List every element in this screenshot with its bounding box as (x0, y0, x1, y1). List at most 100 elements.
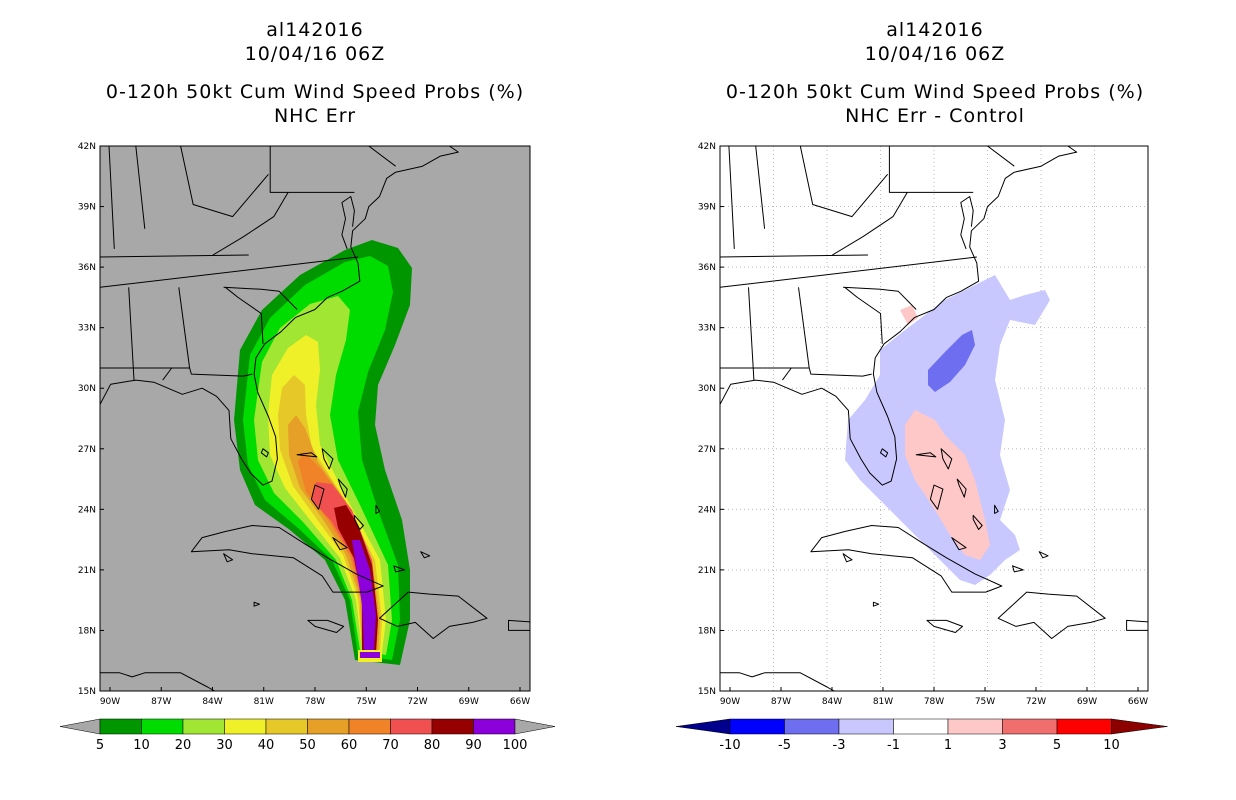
colorbar-swatch (1056, 718, 1112, 735)
state-border (762, 367, 872, 377)
colorbar-label: 20 (175, 738, 192, 753)
state-border (907, 146, 1015, 167)
latitude-label: 36N (698, 263, 716, 273)
colorbar-label: 40 (258, 738, 275, 753)
caribbean-island (420, 551, 431, 559)
longitude-label: 72W (407, 697, 427, 707)
latitude-label: 18N (698, 626, 716, 636)
longitude-label: 72W (1026, 697, 1046, 707)
colorbar-swatch (893, 718, 949, 735)
latitude-label: 30N (698, 384, 716, 394)
colorbar-high-arrow (514, 718, 556, 735)
colorbar-label: 60 (341, 738, 358, 753)
caribbean-island (223, 553, 234, 563)
colorbar-label: -3 (833, 738, 846, 753)
colorbar-label: 5 (96, 738, 104, 753)
caribbean-island (1038, 551, 1049, 559)
colorbar-label: 70 (382, 738, 399, 753)
chesapeake-bay (341, 196, 355, 250)
longitude-label: 81W (873, 697, 893, 707)
right-colorbar: -10 -5 -3 -1 1 3 5 10 (675, 718, 1168, 753)
longitude-label: 75W (975, 697, 995, 707)
diff-blue-region (928, 330, 975, 392)
colorbar-swatch (390, 718, 433, 735)
longitude-label: 75W (356, 697, 376, 707)
colorbar-swatch (838, 718, 894, 735)
caribbean-island (190, 525, 384, 593)
right-axis-labels: 42N 39N 36N 33N 30N 27N 24N 21N 18N 15N 90W 87W 84W 8… (698, 142, 1148, 707)
state-border (288, 146, 396, 167)
caribbean-island (929, 484, 944, 510)
colorbar-swatch (729, 718, 785, 735)
caribbean-island (253, 601, 260, 607)
caribbean-island (1012, 565, 1024, 573)
colorbar-label: 1 (944, 738, 952, 753)
caribbean-island (353, 514, 364, 530)
left-colorbar: 5 10 20 30 40 50 60 70 80 90 100 (59, 718, 556, 753)
colorbar-swatch (784, 718, 840, 735)
caribbean-island (926, 619, 963, 633)
caribbean-island (997, 591, 1106, 639)
longitude-label: 87W (151, 697, 171, 707)
state-border (108, 146, 115, 249)
caribbean-island (307, 619, 345, 633)
right-coastlines (720, 146, 1148, 691)
state-border (128, 287, 135, 381)
state-border (728, 146, 735, 249)
left-probability-map: 42N 39N 36N 33N 30N 27N 24N 21N 18N 15N 90W 87W 84W 8… (59, 142, 556, 753)
longitude-label: 84W (822, 697, 842, 707)
right-datetime: 10/04/16 06Z (864, 43, 1006, 65)
caribbean-island (994, 504, 999, 514)
state-border (720, 256, 977, 288)
latitude-label: 15N (78, 687, 96, 697)
caribbean-island (321, 448, 334, 470)
colorbar-label: 10 (133, 738, 150, 753)
latitude-label: 24N (78, 505, 96, 515)
state-border (798, 287, 810, 369)
left-axis-labels: 42N 39N 36N 33N 30N 27N 24N 21N 18N 15N 90W 87W 84W 8… (78, 142, 530, 707)
state-border (135, 146, 146, 229)
state-border (178, 287, 191, 369)
diff-light-blue-region (845, 275, 1050, 585)
longitude-label: 66W (1128, 697, 1148, 707)
us-coastline (720, 146, 1078, 486)
latitude-label: 39N (78, 203, 96, 213)
colorbar-swatch (265, 718, 308, 735)
caribbean-island (310, 484, 325, 510)
latitude-label: 42N (78, 142, 96, 152)
colorbar-swatch (473, 718, 516, 735)
state-border (720, 254, 869, 258)
left-datetime: 10/04/16 06Z (244, 43, 386, 65)
colorbar-swatch (224, 718, 267, 735)
colorbar-swatch (431, 718, 474, 735)
colorbar-label: -1 (887, 738, 900, 753)
latitude-label: 24N (698, 505, 716, 515)
caribbean-island (872, 601, 880, 607)
caribbean-island (915, 452, 937, 458)
caribbean-island (956, 478, 967, 498)
caribbean-island (1126, 619, 1148, 631)
state-border (100, 254, 249, 258)
longitude-label: 90W (100, 697, 120, 707)
colorbar-swatch (1002, 718, 1058, 735)
us-coastline (100, 146, 459, 486)
state-border (1043, 146, 1045, 147)
colorbar-label: 10 (1103, 738, 1120, 753)
colorbar-label: 100 (503, 738, 528, 753)
caribbean-island (296, 452, 318, 458)
left-storm-id: al142016 (266, 19, 364, 41)
colorbar-low-arrow (675, 718, 731, 735)
left-coastlines (100, 146, 530, 691)
colorbar-label: 30 (216, 738, 233, 753)
caribbean-island (375, 504, 380, 514)
latitude-label: 27N (78, 445, 96, 455)
right-title-block: al142016 10/04/16 06Z 0-120h 50kt Cum Wi… (670, 18, 1200, 128)
longitude-label: 78W (924, 697, 944, 707)
state-border (223, 286, 298, 310)
state-border (755, 146, 766, 229)
state-border (212, 192, 289, 256)
state-border (844, 286, 883, 344)
caribbean-island (842, 553, 853, 563)
state-border (225, 286, 264, 344)
colorbar-high-arrow (1111, 718, 1168, 735)
